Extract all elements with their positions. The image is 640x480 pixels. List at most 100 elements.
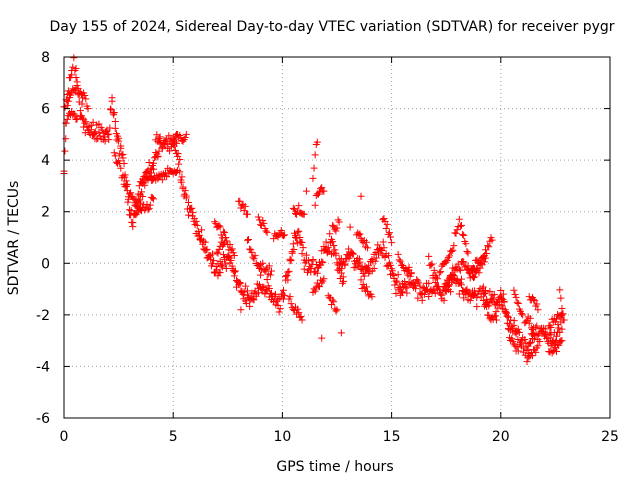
data-point <box>160 136 168 144</box>
data-point <box>527 338 535 346</box>
data-point <box>486 287 494 295</box>
data-point <box>236 279 244 287</box>
data-point <box>294 239 302 247</box>
data-point <box>523 346 531 354</box>
data-point <box>355 231 363 239</box>
data-point <box>445 252 453 260</box>
data-point <box>265 293 273 301</box>
data-point <box>294 228 302 236</box>
data-point <box>286 257 294 265</box>
data-point <box>242 299 250 307</box>
data-point <box>497 286 505 294</box>
data-point <box>414 294 422 302</box>
data-point <box>243 236 251 244</box>
data-point <box>346 250 354 258</box>
data-point <box>175 160 183 168</box>
data-point <box>122 183 130 191</box>
data-point <box>221 229 229 237</box>
data-point <box>388 267 396 275</box>
data-point <box>106 105 114 113</box>
data-point <box>362 283 370 291</box>
data-point <box>281 231 289 239</box>
data-point <box>129 223 137 231</box>
data-point <box>433 283 441 291</box>
data-point <box>267 267 275 275</box>
data-point <box>293 210 301 218</box>
data-point <box>134 190 142 198</box>
data-point <box>145 158 153 166</box>
data-point <box>442 258 450 266</box>
data-point <box>226 241 234 249</box>
data-point <box>233 283 241 291</box>
data-point <box>488 236 496 244</box>
data-point <box>514 300 522 308</box>
data-point <box>354 254 362 262</box>
data-point <box>273 296 281 304</box>
data-point <box>447 288 455 296</box>
data-point <box>190 215 198 223</box>
data-point <box>151 154 159 162</box>
data-point <box>341 261 349 269</box>
data-point <box>196 235 204 243</box>
data-point <box>230 272 238 280</box>
data-point <box>72 116 80 124</box>
data-point <box>332 249 340 257</box>
data-point <box>394 250 402 258</box>
data-point <box>184 211 192 219</box>
data-point <box>294 305 302 313</box>
data-point <box>455 290 463 298</box>
data-point <box>259 285 267 293</box>
data-point <box>262 227 270 235</box>
data-point <box>377 246 385 254</box>
data-point <box>452 229 460 237</box>
data-point <box>262 286 270 294</box>
data-point <box>387 233 395 241</box>
data-point <box>243 210 251 218</box>
data-point <box>262 266 270 274</box>
data-point <box>259 259 267 267</box>
data-point <box>194 232 202 240</box>
data-point <box>485 243 493 251</box>
data-point <box>154 137 162 145</box>
data-point <box>257 271 265 279</box>
data-point <box>511 291 519 299</box>
data-point <box>558 305 566 313</box>
data-point <box>381 253 389 261</box>
data-point <box>231 267 239 275</box>
data-point <box>150 159 158 167</box>
data-point <box>546 322 554 330</box>
data-point <box>423 285 431 293</box>
data-point <box>214 260 222 268</box>
data-point <box>407 270 415 278</box>
data-point <box>179 137 187 145</box>
data-point <box>522 318 530 326</box>
data-point <box>534 306 542 314</box>
data-point <box>555 324 563 332</box>
data-point <box>512 327 520 335</box>
data-point <box>545 348 553 356</box>
data-point <box>318 247 326 255</box>
data-point <box>150 165 158 173</box>
data-point <box>210 257 218 265</box>
data-point <box>363 264 371 272</box>
data-point <box>370 264 378 272</box>
data-point <box>431 278 439 286</box>
data-point <box>290 205 298 213</box>
data-point <box>243 287 251 295</box>
data-point <box>181 190 189 198</box>
data-point <box>322 238 330 246</box>
data-point <box>289 240 297 248</box>
data-point <box>84 105 92 113</box>
data-point <box>532 348 540 356</box>
data-point <box>324 248 332 256</box>
data-point <box>343 251 351 259</box>
data-point <box>138 207 146 215</box>
data-point <box>383 262 391 270</box>
data-point <box>455 215 463 223</box>
data-point <box>368 293 376 301</box>
y-tick-label: -2 <box>36 308 50 324</box>
data-point <box>298 250 306 258</box>
data-point <box>263 275 271 283</box>
data-point <box>257 221 265 229</box>
data-point <box>526 314 534 322</box>
